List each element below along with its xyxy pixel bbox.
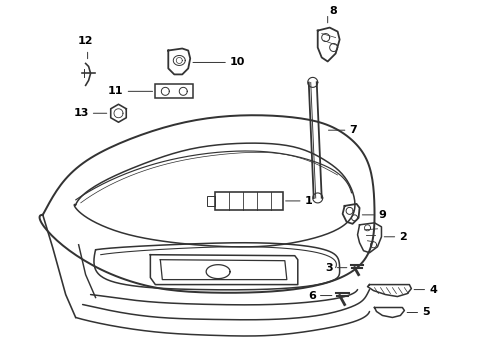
Bar — [215, 192, 282, 210]
Text: 1: 1 — [304, 196, 312, 206]
Text: 7: 7 — [349, 125, 357, 135]
Text: 4: 4 — [428, 284, 436, 294]
Text: 10: 10 — [229, 58, 245, 67]
Bar — [155, 84, 193, 98]
Text: 3: 3 — [325, 263, 332, 273]
Text: 13: 13 — [73, 108, 88, 118]
Text: 8: 8 — [329, 6, 337, 15]
Text: 11: 11 — [108, 86, 123, 96]
Text: 9: 9 — [378, 210, 386, 220]
Bar — [207, 196, 215, 206]
Text: 5: 5 — [422, 307, 429, 318]
Text: 6: 6 — [307, 291, 315, 301]
Text: 12: 12 — [78, 36, 93, 45]
Text: 2: 2 — [399, 232, 407, 242]
